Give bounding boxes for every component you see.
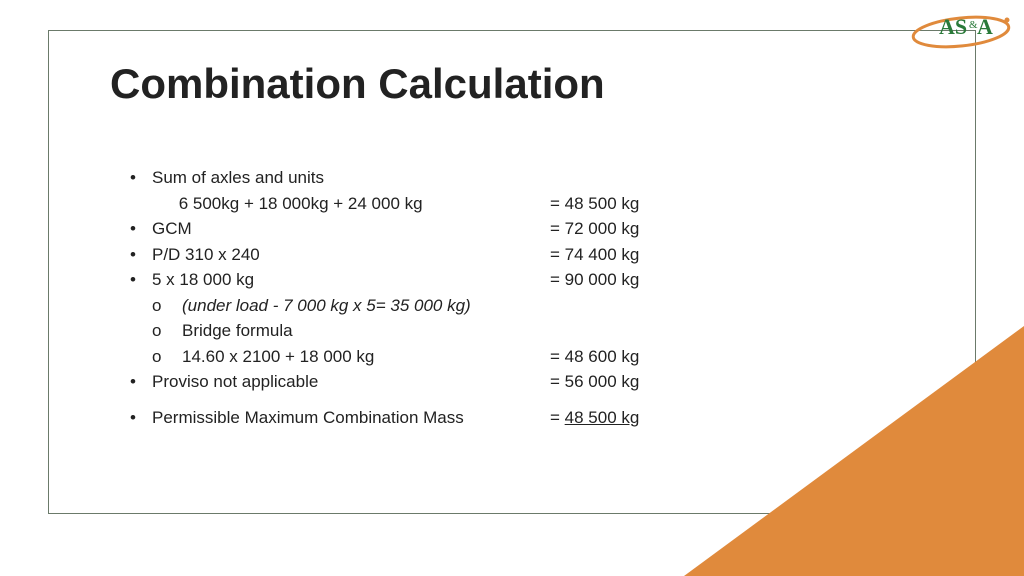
item-label: 6 500kg + 18 000kg + 24 000 kg — [174, 191, 550, 217]
item-label: Proviso not applicable — [152, 369, 550, 395]
item-label: (under load - 7 000 kg x 5= 35 000 kg) — [182, 293, 550, 319]
bullet: • — [130, 405, 152, 431]
item-value: = 72 000 kg — [550, 216, 670, 242]
list-item: •Sum of axles and units — [130, 165, 670, 191]
list-item: •Proviso not applicable= 56 000 kg — [130, 369, 670, 395]
list-item: o14.60 x 2100 + 18 000 kg= 48 600 kg — [130, 344, 670, 370]
company-logo: AS & A — [909, 6, 1014, 54]
spacer — [130, 395, 670, 405]
item-label: P/D 310 x 240 — [152, 242, 550, 268]
list-item: •5 x 18 000 kg= 90 000 kg — [130, 267, 670, 293]
bullet: o — [152, 293, 182, 319]
bullet: • — [130, 369, 152, 395]
slide-content: •Sum of axles and units 6 500kg + 18 000… — [130, 165, 670, 430]
item-label: Permissible Maximum Combination Mass — [152, 405, 550, 431]
item-value: = 48 600 kg — [550, 344, 670, 370]
bullet: • — [130, 267, 152, 293]
decorative-triangle — [684, 326, 1024, 576]
item-label: 5 x 18 000 kg — [152, 267, 550, 293]
bullet: • — [130, 216, 152, 242]
item-value: = 48 500 kg — [550, 405, 670, 431]
bullet: o — [152, 318, 182, 344]
svg-text:A: A — [977, 14, 993, 39]
list-item: •Permissible Maximum Combination Mass= 4… — [130, 405, 670, 431]
bullet: o — [152, 344, 182, 370]
item-label: GCM — [152, 216, 550, 242]
item-label: Bridge formula — [182, 318, 550, 344]
list-item: o(under load - 7 000 kg x 5= 35 000 kg) — [130, 293, 670, 319]
list-item: 6 500kg + 18 000kg + 24 000 kg= 48 500 k… — [130, 191, 670, 217]
svg-text:AS: AS — [939, 14, 967, 39]
slide-title: Combination Calculation — [110, 60, 605, 108]
item-value: = 48 500 kg — [550, 191, 670, 217]
bullet: • — [130, 242, 152, 268]
item-value: = 56 000 kg — [550, 369, 670, 395]
list-item: oBridge formula — [130, 318, 670, 344]
list-item: •P/D 310 x 240= 74 400 kg — [130, 242, 670, 268]
bullet: • — [130, 165, 152, 191]
item-label: 14.60 x 2100 + 18 000 kg — [182, 344, 550, 370]
item-value: = 74 400 kg — [550, 242, 670, 268]
item-value: = 90 000 kg — [550, 267, 670, 293]
list-item: •GCM= 72 000 kg — [130, 216, 670, 242]
item-label: Sum of axles and units — [152, 165, 550, 191]
